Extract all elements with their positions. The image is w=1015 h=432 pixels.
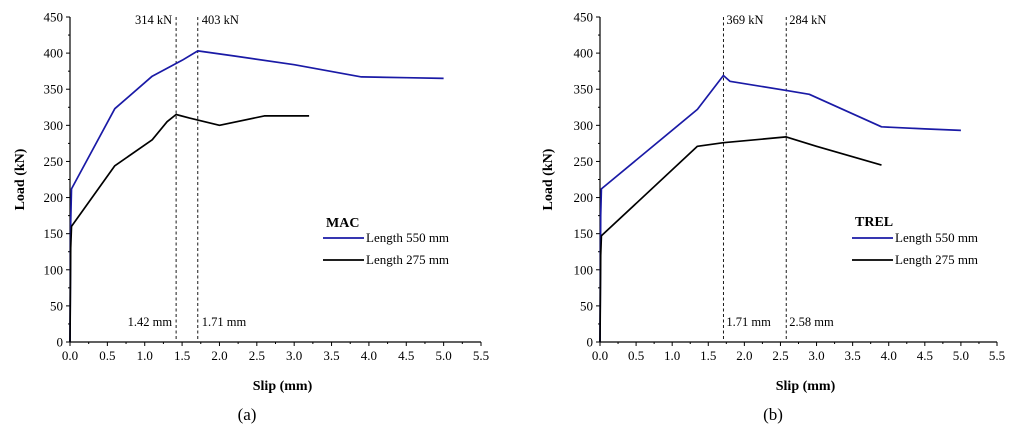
chart-a-x-tick-label: 0.5 (99, 348, 115, 363)
chart-a-y-tick-label: 300 (44, 118, 64, 133)
chart-a-x-tick-label: 3.5 (323, 348, 339, 363)
chart-a-y-tick-label: 50 (50, 298, 63, 313)
chart-a-y-tick-label: 200 (44, 190, 64, 205)
chart-a-y-tick-label: 400 (44, 46, 64, 61)
chart-b-annotation: 284 kN (789, 13, 826, 27)
chart-b-x-tick-label: 1.0 (664, 348, 680, 363)
chart-b-series-length-275-line (599, 136, 882, 343)
chart-a-x-tick-label: 1.5 (174, 348, 190, 363)
chart-b-x-tick-label: 0.5 (628, 348, 644, 363)
chart-a-x-tick-label: 4.5 (398, 348, 414, 363)
chart-a-annotation: 403 kN (202, 13, 239, 27)
chart-b-annotation: 369 kN (726, 13, 763, 27)
chart-a-x-tick-label: 3.0 (286, 348, 302, 363)
chart-b-y-tick-label: 50 (580, 298, 593, 313)
chart-a-caption: (a) (238, 405, 257, 424)
chart-b-x-tick-label: 3.5 (845, 348, 861, 363)
chart-a-y-tick-label: 150 (44, 226, 64, 241)
chart-a-x-tick-label: 2.5 (249, 348, 265, 363)
chart-b-y-axis-title: Load (kN) (541, 148, 556, 210)
chart-b-annotation: 1.71 mm (726, 315, 771, 329)
chart-a-y-tick-label: 0 (57, 335, 64, 350)
chart-a-legend-label: Length 550 mm (366, 230, 449, 245)
chart-a-y-tick-label: 350 (44, 82, 64, 97)
chart-b-x-tick-label: 2.5 (772, 348, 788, 363)
chart-b-caption: (b) (763, 405, 783, 424)
chart-b-legend-label: Length 550 mm (895, 230, 978, 245)
chart-a-x-tick-label: 4.0 (361, 348, 377, 363)
chart-b-x-tick-label: 1.5 (700, 348, 716, 363)
chart-a-annotation: 1.42 mm (128, 315, 173, 329)
chart-b-annotation: 2.58 mm (789, 315, 834, 329)
chart-a-x-tick-label: 0.0 (62, 348, 78, 363)
chart-a-x-tick-label: 2.0 (211, 348, 227, 363)
chart-a-series-length-550-line (69, 50, 444, 343)
chart-b-y-tick-label: 0 (587, 335, 594, 350)
chart-b-y-tick-label: 200 (574, 190, 594, 205)
chart-a-x-axis-title: Slip (mm) (253, 379, 313, 394)
chart-b-y-tick-label: 250 (574, 154, 594, 169)
chart-b-x-tick-label: 5.0 (953, 348, 969, 363)
chart-a-y-axis-title: Load (kN) (13, 148, 28, 210)
chart-a-annotation: 314 kN (135, 13, 172, 27)
chart-a-legend-label: Length 275 mm (366, 252, 449, 267)
chart-a-y-tick-label: 450 (44, 10, 64, 25)
chart-b-x-axis-title: Slip (mm) (776, 379, 836, 394)
chart-b-legend-title: TREL (855, 215, 893, 230)
chart-b-x-tick-label: 2.0 (736, 348, 752, 363)
chart-b-series-length-550-line (599, 74, 961, 343)
chart-a-series-length-275-line (69, 113, 310, 343)
chart-b-x-tick-label: 3.0 (808, 348, 824, 363)
chart-a-y-tick-label: 250 (44, 154, 64, 169)
chart-b-y-tick-label: 450 (574, 10, 594, 25)
chart-a-y-tick-label: 100 (44, 262, 64, 277)
chart-a-legend-title: MAC (326, 216, 359, 231)
chart-b-x-tick-label: 5.5 (989, 348, 1005, 363)
chart-b-x-tick-label: 0.0 (592, 348, 608, 363)
chart-b-y-tick-label: 100 (574, 262, 594, 277)
chart-a-annotation: 1.71 mm (202, 315, 247, 329)
chart-b-legend-label: Length 275 mm (895, 252, 978, 267)
chart-b-y-tick-label: 300 (574, 118, 594, 133)
chart-a-x-tick-label: 5.5 (473, 348, 489, 363)
chart-b-x-tick-label: 4.0 (881, 348, 897, 363)
chart-a-x-tick-label: 1.0 (137, 348, 153, 363)
chart-a-x-tick-label: 5.0 (436, 348, 452, 363)
chart-b-x-tick-label: 4.5 (917, 348, 933, 363)
chart-b-y-tick-label: 400 (574, 46, 594, 61)
chart-b-y-tick-label: 350 (574, 82, 594, 97)
chart-b-y-tick-label: 150 (574, 226, 594, 241)
